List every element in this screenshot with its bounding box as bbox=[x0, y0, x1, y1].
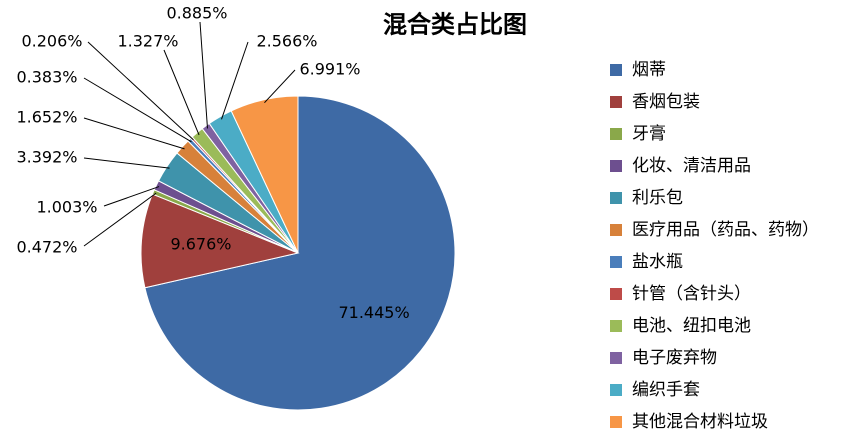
legend-swatch bbox=[610, 384, 622, 396]
legend-swatch bbox=[610, 96, 622, 108]
leader-line bbox=[103, 186, 160, 207]
data-label: 0.472% bbox=[16, 238, 77, 257]
pie-slice bbox=[144, 95, 456, 411]
legend-label: 编织手套 bbox=[632, 380, 700, 400]
legend-swatch bbox=[610, 128, 622, 140]
legend-label: 针管（含针头） bbox=[632, 284, 751, 304]
legend-swatch bbox=[610, 192, 622, 204]
legend-swatch bbox=[610, 224, 622, 236]
chart-title: 混合类占比图 bbox=[383, 10, 527, 39]
legend-label: 电池、纽扣电池 bbox=[632, 316, 751, 336]
data-label: 3.392% bbox=[16, 148, 77, 167]
leader-line bbox=[264, 69, 296, 104]
leader-line bbox=[163, 49, 200, 136]
data-label: 6.991% bbox=[299, 60, 360, 79]
data-label: 1.327% bbox=[117, 32, 178, 51]
leader-line bbox=[83, 192, 157, 247]
legend-swatch bbox=[610, 160, 622, 172]
legend-swatch bbox=[610, 416, 622, 428]
leader-line bbox=[87, 41, 194, 141]
legend-swatch bbox=[610, 352, 622, 364]
legend-swatch bbox=[610, 288, 622, 300]
legend-label: 其他混合材料垃圾 bbox=[632, 412, 768, 432]
legend-label: 电子废弃物 bbox=[632, 348, 717, 368]
legend-label: 牙膏 bbox=[632, 123, 666, 144]
data-label: 0.383% bbox=[16, 68, 77, 87]
legend-label: 香烟包装 bbox=[632, 92, 700, 112]
data-label: 2.566% bbox=[256, 32, 317, 51]
data-label: 9.676% bbox=[170, 235, 231, 254]
data-label: 1.652% bbox=[16, 108, 77, 127]
data-label: 0.885% bbox=[166, 4, 227, 23]
legend-label: 烟蒂 bbox=[632, 60, 666, 80]
leader-line bbox=[83, 77, 192, 143]
data-label: 0.206% bbox=[21, 32, 82, 51]
legend-label: 医疗用品（药品、药物） bbox=[632, 220, 819, 240]
leader-line bbox=[83, 157, 170, 169]
legend-swatch bbox=[610, 64, 622, 76]
leader-line bbox=[83, 117, 185, 150]
legend-label: 利乐包 bbox=[632, 188, 683, 208]
legend-swatch bbox=[610, 320, 622, 332]
data-label: 1.003% bbox=[36, 198, 97, 217]
legend-label: 化妆、清洁用品 bbox=[632, 156, 751, 176]
leader-line bbox=[199, 21, 208, 129]
legend-swatch bbox=[610, 256, 622, 268]
leader-line bbox=[221, 41, 249, 120]
data-label: 71.445% bbox=[338, 303, 409, 322]
pie-slice bbox=[230, 95, 299, 254]
legend-label: 盐水瓶 bbox=[632, 252, 683, 272]
